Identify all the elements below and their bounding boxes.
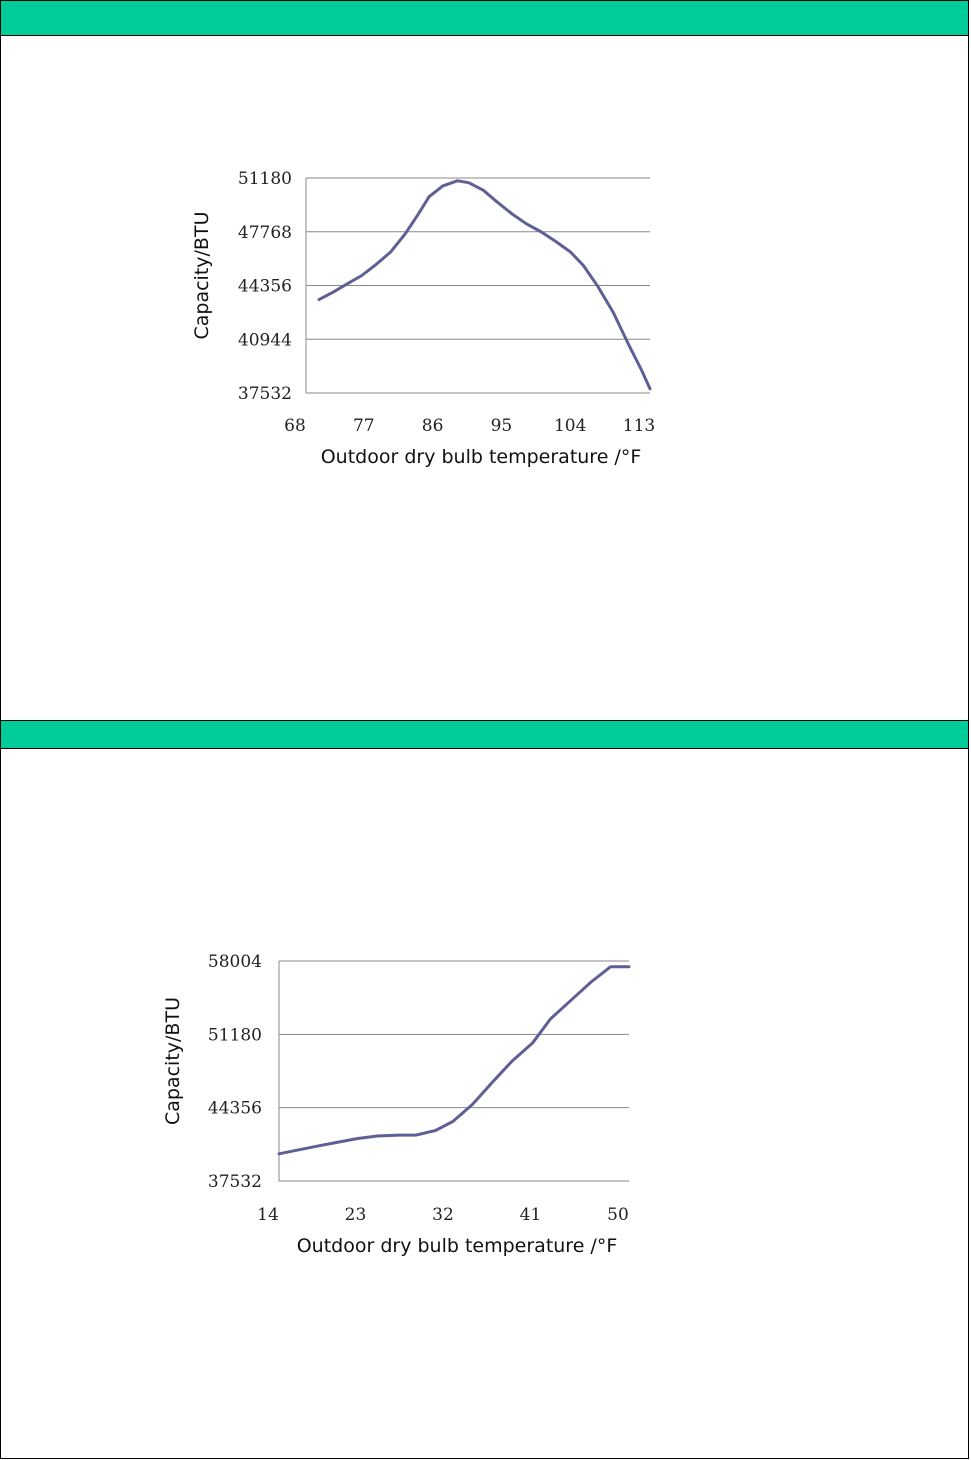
y-axis-title: Capacity/BTU [162,997,184,1125]
x-tick-label: 41 [520,1205,542,1225]
capacity-chart-heating: 58004 51180 44356 37532 14 23 32 41 50 Outdoor dr… [162,952,631,1257]
x-axis-title: Outdoor dry bulb temperature /°F [321,446,642,468]
x-tick-label: 104 [554,416,586,436]
x-tick-label: 86 [422,416,444,436]
x-tick-label: 50 [607,1205,629,1225]
y-tick-label: 40944 [238,330,292,350]
y-tick-label: 37532 [208,1172,262,1192]
x-tick-label: 32 [432,1205,454,1225]
y-tick-label: 58004 [208,952,262,972]
series-line [277,965,631,1156]
x-tick-label: 95 [491,416,513,436]
y-tick-label: 44356 [208,1099,262,1119]
x-tick-label: 14 [257,1205,279,1225]
panel-header-bar [1,721,968,749]
capacity-chart-cooling: 51180 47768 44356 40944 37532 68 77 86 95 104 113 O… [191,169,655,468]
chart-panel-cooling: 51180 47768 44356 40944 37532 68 77 86 95 104 113 O… [0,0,969,721]
panel-header-bar [1,1,968,36]
chart-panel-heating: 58004 51180 44356 37532 14 23 32 41 50 Outdoor dr… [0,720,969,1459]
series-line [317,179,652,391]
x-tick-label: 77 [353,416,375,436]
y-axis-title: Capacity/BTU [191,212,213,340]
y-tick-label: 51180 [208,1025,262,1045]
x-tick-label: 113 [623,416,655,436]
y-tick-label: 44356 [238,277,292,297]
y-tick-label: 37532 [238,384,292,404]
x-tick-label: 23 [345,1205,367,1225]
y-tick-label: 47768 [238,223,292,243]
y-tick-label: 51180 [238,169,292,189]
x-tick-label: 68 [284,416,306,436]
x-axis-title: Outdoor dry bulb temperature /°F [297,1235,618,1257]
